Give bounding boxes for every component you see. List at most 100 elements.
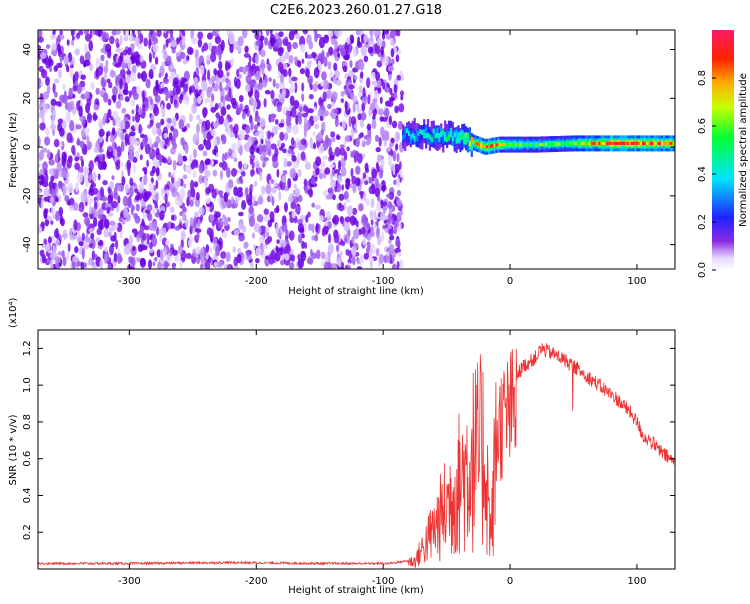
- spectrogram-noise-speck: [390, 137, 395, 144]
- spectrogram-noise-speck: [57, 69, 62, 79]
- spectrogram-noise-speck: [333, 62, 338, 71]
- spectrogram-signal-cell: [419, 129, 422, 134]
- spectrogram-noise-speck: [259, 171, 263, 182]
- spectrogram-signal-cell: [484, 145, 487, 149]
- spectrogram-noise-speck: [396, 74, 401, 81]
- spectrogram-noise-speck: [374, 187, 381, 198]
- spectrogram-noise-speck: [179, 188, 186, 199]
- spectrogram-noise-speck: [179, 211, 184, 217]
- spectrogram-noise-speck: [228, 87, 232, 98]
- spectrogram-noise-speck: [43, 209, 48, 220]
- spectrogram-noise-speck: [391, 263, 397, 269]
- spectrogram-noise-speck: [317, 108, 324, 118]
- spectrogram-noise-speck: [54, 78, 60, 84]
- spectrogram-noise-speck: [52, 30, 56, 35]
- spectrogram-noise-speck: [141, 70, 148, 82]
- spectrogram-noise-speck: [109, 35, 115, 45]
- spectrogram-noise-speck: [196, 114, 201, 120]
- spectrogram-noise-speck: [258, 226, 262, 235]
- spectrogram-noise-speck: [170, 40, 177, 48]
- spectrogram-noise-speck: [319, 98, 325, 104]
- spectrogram-noise-speck: [54, 153, 59, 163]
- spectrogram-noise-speck: [362, 102, 365, 112]
- spectrogram-noise-speck: [345, 181, 350, 190]
- colorbar-label: Normalized spectral amplitude: [738, 73, 749, 227]
- spectrogram-noise-speck: [86, 112, 92, 124]
- spectrogram-noise-speck: [211, 75, 216, 83]
- spectrogram-noise-speck: [45, 76, 50, 86]
- spectrogram-noise-speck: [359, 117, 365, 128]
- spectrogram-noise-speck: [111, 243, 115, 248]
- spectrogram-noise-speck: [69, 234, 76, 241]
- spectrogram-signal-cell: [531, 143, 534, 147]
- spectrogram-noise-speck: [332, 194, 336, 201]
- spectrogram-signal-cell: [444, 135, 447, 140]
- spectrogram-noise-speck: [363, 55, 369, 63]
- spectrogram-noise-speck: [211, 188, 217, 199]
- spectrogram-noise-speck: [174, 225, 181, 231]
- spectrogram-noise-speck: [63, 55, 69, 65]
- spectrogram-noise-speck: [304, 161, 311, 170]
- spectrogram-noise-speck: [310, 177, 316, 185]
- spectrogram-signal-cell: [630, 141, 633, 145]
- spectrogram-signal-cell: [626, 141, 629, 145]
- spectrogram-noise-speck: [122, 195, 129, 207]
- spectrogram-noise-speck: [297, 258, 304, 269]
- spectrogram-noise-speck: [103, 73, 108, 80]
- spectrogram-noise-speck: [275, 82, 280, 89]
- spectrogram-signal-cell: [440, 131, 443, 137]
- spectrogram-noise-speck: [305, 214, 309, 223]
- spectrogram-noise-speck: [352, 207, 358, 215]
- spectrogram-signal-cell: [577, 141, 580, 145]
- spectrogram-noise-speck: [226, 71, 230, 77]
- spectrogram-noise-speck: [95, 57, 101, 69]
- spectrogram-noise-speck: [39, 249, 45, 257]
- spectrogram-noise-speck: [193, 181, 199, 188]
- spectrogram-noise-speck: [282, 69, 288, 78]
- spectrogram-noise-speck: [359, 254, 364, 266]
- spectrogram-noise-speck: [81, 232, 85, 242]
- spectrogram-noise-speck: [360, 112, 367, 121]
- colorbar-tick-label: 0.0: [697, 262, 708, 278]
- spectrogram-noise-speck: [190, 161, 196, 170]
- spectrogram-noise-speck: [231, 142, 237, 151]
- spectrogram-noise-speck: [210, 129, 217, 137]
- spectrogram-noise-speck: [259, 235, 265, 244]
- spectrogram-noise-speck: [349, 215, 356, 226]
- spectrogram-noise-speck: [47, 236, 52, 244]
- spectrogram-noise-speck: [209, 247, 213, 253]
- spectrogram-noise-speck: [308, 187, 313, 198]
- spectrogram-signal-cell: [407, 131, 411, 136]
- spectrogram-noise-speck: [66, 132, 73, 143]
- spectrogram-noise-speck: [212, 148, 217, 155]
- spectrogram-noise-speck: [352, 246, 356, 258]
- spectrogram-noise-speck: [78, 105, 83, 118]
- spectrogram-noise-speck: [251, 30, 256, 34]
- spectrogram-noise-speck: [132, 115, 136, 122]
- spectrogram-noise-speck: [125, 30, 130, 37]
- spectrogram-noise-speck: [375, 161, 379, 170]
- spectrogram-noise-speck: [164, 247, 167, 258]
- spectrogram-noise-speck: [113, 192, 119, 200]
- spectrogram-noise-speck: [249, 145, 255, 155]
- spectrogram-noise-speck: [146, 204, 153, 212]
- spectrogram-noise-speck: [228, 32, 235, 40]
- spectrogram-noise-speck: [306, 54, 313, 59]
- spectrogram-noise-speck: [233, 157, 238, 163]
- spectrogram-noise-speck: [375, 147, 381, 153]
- spectrogram-noise-speck: [340, 157, 346, 168]
- spectrogram-noise-speck: [337, 52, 340, 58]
- spectrogram-noise-speck: [353, 128, 358, 134]
- spectrogram-noise-speck: [228, 148, 232, 154]
- spectrogram-noise-speck: [44, 173, 49, 184]
- spectrogram-noise-speck: [257, 82, 263, 91]
- spectrogram-noise-speck: [84, 216, 90, 226]
- spectrogram-noise-speck: [128, 256, 134, 261]
- spectrogram-noise-speck: [123, 36, 129, 42]
- spectrogram-noise-speck: [238, 222, 245, 230]
- spectrogram-noise-speck: [161, 61, 166, 68]
- spectrogram-noise-speck: [108, 81, 113, 89]
- spectrogram-noise-speck: [129, 90, 132, 98]
- spectrogram-noise-speck: [341, 184, 345, 191]
